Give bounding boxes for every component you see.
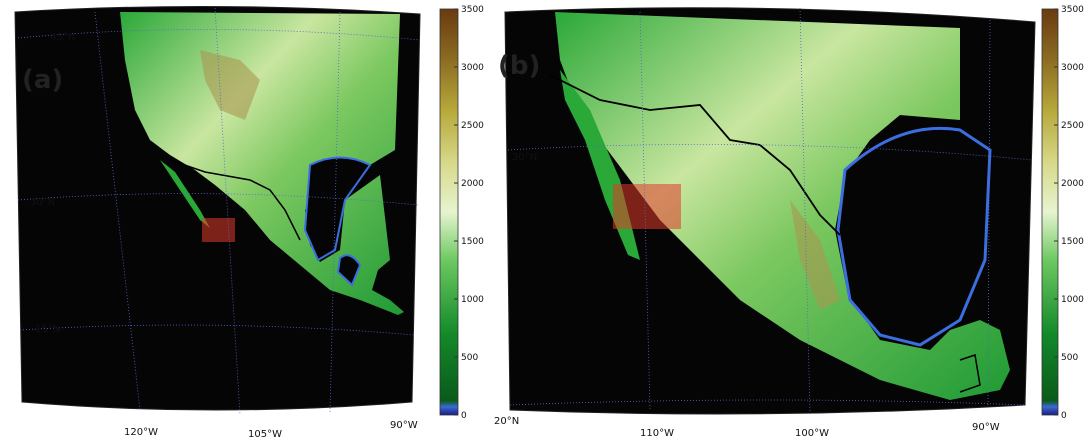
map-a <box>15 6 420 415</box>
colorbar-tick-label: 500 <box>461 353 478 363</box>
lon-label: 105°W <box>248 429 282 440</box>
colorbar-tick-label: 0 <box>1061 411 1067 421</box>
colorbar <box>1042 9 1058 415</box>
lat-label: 30°N <box>512 152 537 163</box>
lon-label: 90°W <box>972 422 1000 433</box>
lon-label: 120°W <box>124 427 158 438</box>
panel-label: (b) <box>498 51 540 81</box>
lat-label: 45°N <box>50 32 75 43</box>
colorbar-tick-label: 1000 <box>1061 295 1084 305</box>
colorbar-tick-label: 2500 <box>461 121 484 131</box>
colorbar-tick-label: 3000 <box>1061 63 1084 73</box>
colorbar-tick-label: 1500 <box>461 237 484 247</box>
colorbar-tick-label: 1500 <box>1061 237 1084 247</box>
lat-label: 15°N <box>35 324 60 335</box>
colorbar-tick-label: 500 <box>1061 353 1078 363</box>
map-b <box>505 8 1035 414</box>
colorbar-tick-label: 3000 <box>461 63 484 73</box>
colorbar-tick-label: 1000 <box>461 295 484 305</box>
colorbar-tick-label: 3500 <box>461 5 484 15</box>
lon-label: 110°W <box>640 428 674 439</box>
colorbar-tick-label: 2000 <box>461 179 484 189</box>
colorbar-tick-label: 3500 <box>1061 5 1084 15</box>
colorbar-tick-label: 2500 <box>1061 121 1084 131</box>
panel-label: (a) <box>22 65 63 95</box>
figure: (a) (b) 45°N 30°N 15°N 120°W 105°W 90°W … <box>0 0 1084 441</box>
colorbar <box>440 9 458 415</box>
lat-label: 30°N <box>30 197 55 208</box>
lon-label: 100°W <box>795 428 829 439</box>
lat-label: 20°N <box>494 416 519 427</box>
colorbar-tick-label: 2000 <box>1061 179 1084 189</box>
lon-label: 90°W <box>390 420 418 431</box>
colorbar-tick-label: 0 <box>461 411 467 421</box>
